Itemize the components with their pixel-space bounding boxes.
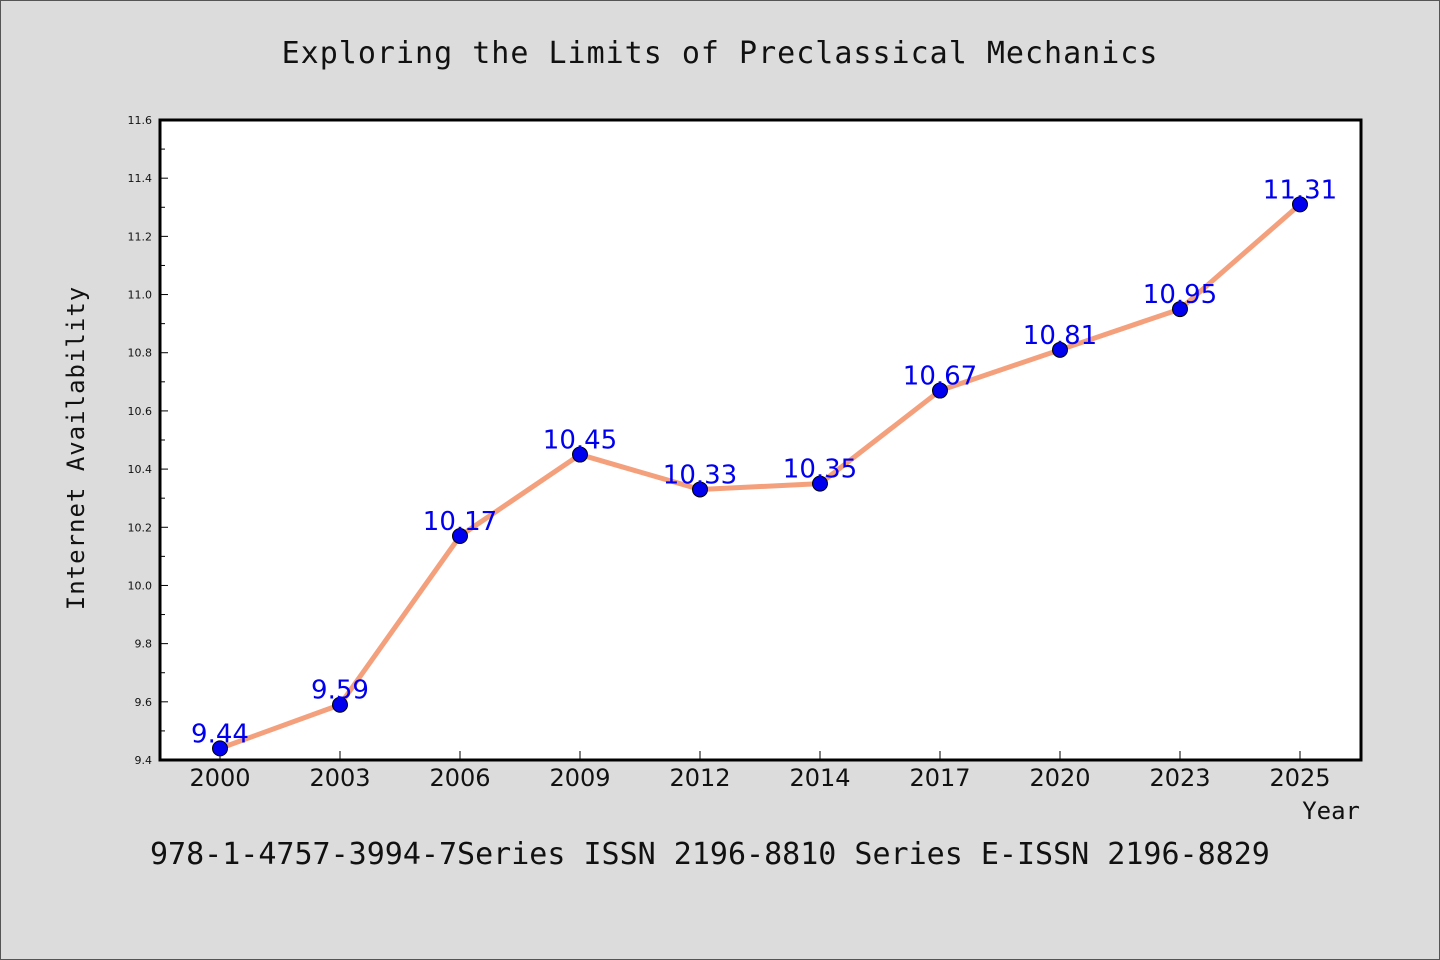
y-axis-label: Internet Availability <box>62 286 90 610</box>
y-tick-label: 10.8 <box>128 347 153 360</box>
x-tick-label: 2000 <box>189 764 250 792</box>
data-point <box>572 446 588 463</box>
x-tick-label: 2009 <box>549 764 610 792</box>
y-tick-label: 9.6 <box>135 696 153 709</box>
data-label: 10.95 <box>1143 280 1217 310</box>
plot-area <box>158 118 1363 762</box>
data-point <box>1172 301 1188 318</box>
data-point <box>212 740 228 757</box>
data-label: 10.45 <box>543 426 617 456</box>
x-tick-label: 2014 <box>789 764 850 792</box>
x-axis: 2000 2003 2006 2009 2012 2014 2017 2020 2023 2025 <box>189 751 1331 792</box>
x-tick-label: 2025 <box>1269 764 1330 792</box>
x-tick-label: 2023 <box>1149 764 1210 792</box>
isbn-footer: 978-1-4757-3994-7Series ISSN 2196-8810 S… <box>150 837 1270 872</box>
y-tick-label: 10.2 <box>128 521 153 534</box>
data-label: 11.31 <box>1263 175 1337 205</box>
data-label: 10.67 <box>903 362 977 392</box>
data-point <box>452 528 468 544</box>
data-label: 10.35 <box>783 455 857 485</box>
y-tick-label: 11.6 <box>128 114 153 127</box>
data-markers <box>212 196 1308 757</box>
x-tick-label: 2020 <box>1029 764 1090 792</box>
chart-title: Exploring the Limits of Preclassical Mec… <box>282 36 1159 71</box>
data-point <box>332 696 348 713</box>
series-line <box>217 201 1303 751</box>
data-labels: 9.44 9.59 10.17 10.45 10.33 10.35 10.67 10.81 10… <box>191 175 1337 749</box>
x-tick-label: 2012 <box>669 764 730 792</box>
x-tick-label: 2017 <box>909 764 970 792</box>
x-tick-label: 2003 <box>309 764 370 792</box>
data-label: 9.59 <box>311 676 369 706</box>
y-tick-label: 11.0 <box>128 289 153 302</box>
data-point <box>932 382 948 399</box>
y-tick-label: 10.0 <box>128 579 153 592</box>
data-point <box>692 481 708 498</box>
data-label: 9.44 <box>191 719 249 749</box>
data-label: 10.81 <box>1023 321 1097 351</box>
x-tick-label: 2006 <box>429 764 490 792</box>
y-axis: 9.4 9.6 9.8 10.0 10.2 10.4 10.6 10.8 11.0 11.2 11.… <box>128 114 168 767</box>
data-point <box>812 475 828 492</box>
y-tick-label: 9.4 <box>135 754 153 767</box>
data-point <box>1052 341 1068 358</box>
y-tick-label: 10.4 <box>128 463 153 476</box>
data-label: 10.17 <box>423 507 497 537</box>
y-tick-label: 11.4 <box>128 172 153 185</box>
data-label: 10.33 <box>663 460 737 490</box>
y-tick-label: 9.8 <box>135 638 153 651</box>
y-tick-label: 10.6 <box>128 405 153 418</box>
x-axis-label: Year <box>1302 797 1360 825</box>
data-point <box>1292 196 1308 213</box>
y-tick-label: 11.2 <box>128 230 153 243</box>
